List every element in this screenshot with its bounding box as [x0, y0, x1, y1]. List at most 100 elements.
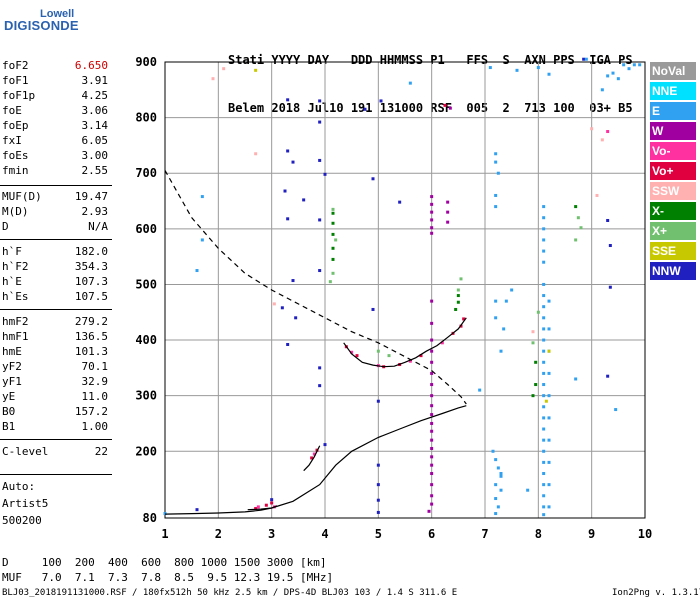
echo-point — [544, 399, 548, 403]
echo-point — [448, 106, 452, 110]
echo-point — [446, 200, 450, 204]
curve-true-height-profile — [164, 405, 467, 515]
param-foe: foE 3.06 — [2, 103, 108, 118]
echo-point — [531, 330, 535, 334]
echo-point — [574, 238, 578, 242]
echo-point — [499, 474, 503, 478]
echo-point — [254, 68, 258, 72]
echo-point — [494, 458, 498, 462]
echo-point — [328, 280, 332, 284]
param-name: yF2 — [2, 360, 22, 373]
echo-point — [286, 98, 290, 102]
echo-point — [430, 371, 434, 375]
echo-point — [454, 307, 458, 311]
x-tick-label: 1 — [161, 527, 168, 541]
echo-point — [312, 452, 316, 456]
echo-point — [456, 300, 460, 304]
echo-point — [430, 494, 434, 498]
echo-point — [534, 383, 538, 387]
param-name: fmin — [2, 164, 29, 177]
echo-point — [376, 498, 380, 502]
param-value: 3.91 — [81, 74, 109, 87]
param-d: D N/A — [2, 219, 108, 234]
echo-point — [302, 198, 306, 202]
echo-point — [542, 338, 546, 342]
echo-point — [318, 366, 322, 370]
param-name: hmF1 — [2, 330, 29, 343]
echo-point — [494, 160, 498, 164]
echo-point — [331, 207, 335, 211]
echo-point — [542, 394, 546, 398]
echo-point — [542, 405, 546, 409]
echo-point — [264, 503, 268, 507]
echo-point — [331, 211, 335, 215]
param-m-d-: M(D) 2.93 — [2, 204, 108, 219]
echo-point — [608, 285, 612, 289]
param-hme: hmE 101.3 — [2, 344, 108, 359]
echo-point — [638, 63, 642, 67]
echo-point — [211, 77, 215, 81]
curve-E-trace — [247, 505, 278, 511]
echo-point — [318, 384, 322, 388]
y-tick-label: 600 — [135, 222, 157, 236]
legend-item-nnw: NNW — [650, 262, 696, 280]
echo-point — [510, 288, 514, 292]
param-value: 6.05 — [81, 134, 109, 147]
echo-point — [286, 217, 290, 221]
param-fof1: foF1 3.91 — [2, 73, 108, 88]
legend: NoVal NNE E W Vo- Vo+ SSW X- X+ SSE NNW — [650, 62, 696, 282]
echo-point — [606, 130, 610, 134]
echo-point — [547, 505, 551, 509]
echo-point — [547, 327, 551, 331]
legend-item-x-: X- — [650, 202, 696, 220]
param-value: 182.0 — [74, 245, 108, 258]
param-value: 19.47 — [74, 190, 108, 203]
echo-point — [496, 505, 500, 509]
echo-point — [254, 507, 258, 511]
footer-distance-row: D 100 200 400 600 800 1000 1500 3000 [km… — [2, 556, 327, 569]
y-tick-label: 300 — [135, 389, 157, 403]
echo-point — [430, 231, 434, 235]
echo-point — [608, 244, 612, 248]
echo-point — [600, 88, 604, 92]
echo-point — [318, 269, 322, 273]
echo-point — [430, 472, 434, 476]
echo-point — [334, 238, 338, 242]
echo-point — [430, 360, 434, 364]
echo-point — [363, 107, 367, 111]
echo-point — [456, 288, 460, 292]
param-ye: yE 11.0 — [2, 389, 108, 404]
echo-point — [606, 374, 610, 378]
echo-point — [547, 416, 551, 420]
echo-point — [547, 483, 551, 487]
echo-point — [430, 299, 434, 303]
legend-item-x-: X+ — [650, 222, 696, 240]
echo-point — [542, 438, 546, 442]
echo-point — [430, 502, 434, 506]
echo-point — [430, 421, 434, 425]
echo-point — [616, 77, 620, 81]
param-value: 22 — [94, 445, 108, 458]
echo-point — [408, 359, 412, 363]
param-fmin: fmin 2.55 — [2, 163, 108, 178]
param-name: B0 — [2, 405, 16, 418]
echo-point — [270, 501, 274, 505]
echo-point — [542, 282, 546, 286]
echo-point — [542, 294, 546, 298]
echo-point — [323, 443, 327, 447]
echo-point — [542, 483, 546, 487]
divider — [0, 185, 112, 186]
y-tick-label: 700 — [135, 166, 157, 180]
echo-point — [427, 509, 431, 513]
plot-frame — [164, 61, 646, 519]
param-h-e: h`E 107.3 — [2, 274, 108, 289]
echo-point — [323, 172, 327, 176]
echo-point — [272, 302, 276, 306]
echo-point — [542, 472, 546, 476]
echo-point — [318, 120, 322, 124]
y-tick-label: 800 — [135, 111, 157, 125]
echo-point — [430, 404, 434, 408]
echo-point — [430, 463, 434, 467]
echo-point — [496, 466, 500, 470]
